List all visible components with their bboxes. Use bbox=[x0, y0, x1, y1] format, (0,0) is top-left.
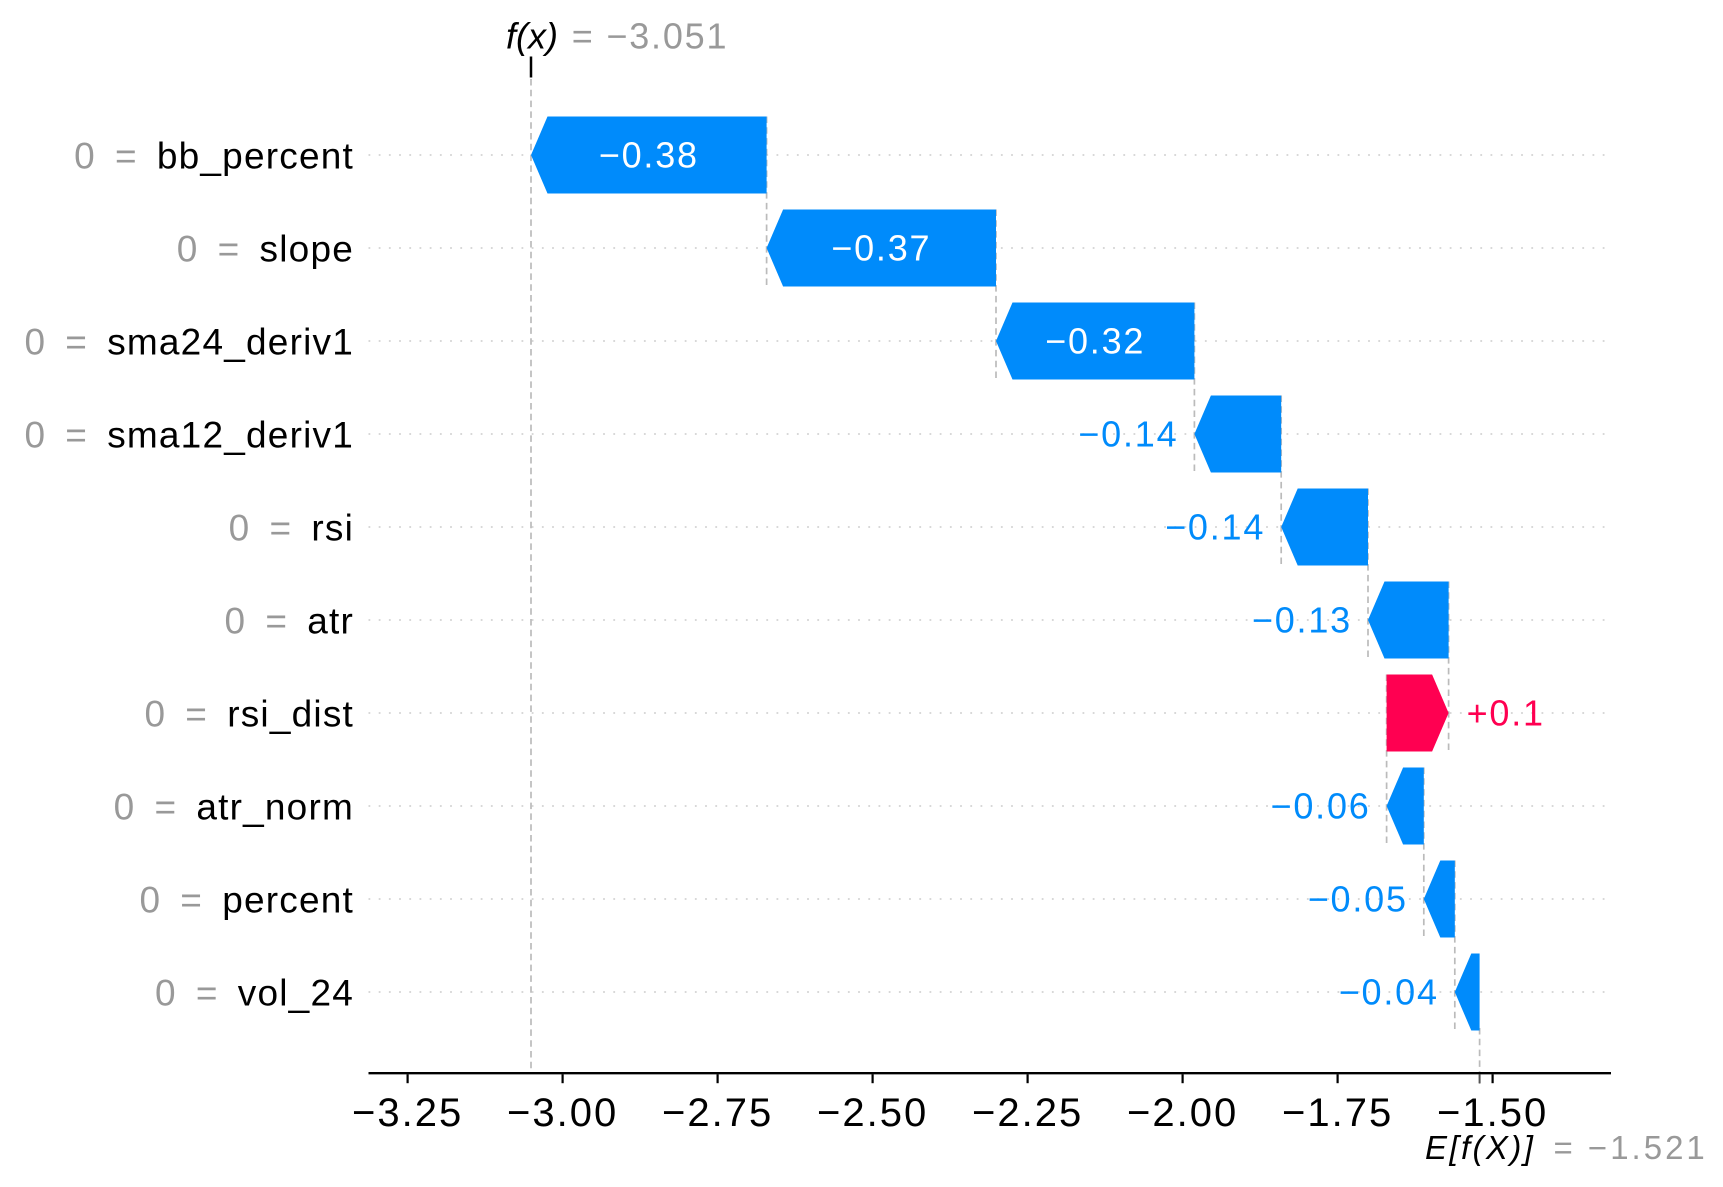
svg-text:0 = rsi_dist: 0 = rsi_dist bbox=[144, 694, 354, 735]
svg-text:0 = sma12_deriv1: 0 = sma12_deriv1 bbox=[24, 415, 354, 456]
svg-text:−2.25: −2.25 bbox=[972, 1091, 1083, 1135]
svg-text:0 = atr_norm: 0 = atr_norm bbox=[114, 787, 354, 828]
svg-text:0 = atr: 0 = atr bbox=[224, 601, 354, 642]
svg-text:−0.38: −0.38 bbox=[599, 135, 699, 176]
svg-text:−1.50: −1.50 bbox=[1437, 1091, 1548, 1135]
svg-text:0 = slope: 0 = slope bbox=[177, 229, 354, 270]
svg-text:0 = bb_percent: 0 = bb_percent bbox=[74, 136, 354, 177]
svg-text:−3.00: −3.00 bbox=[507, 1091, 618, 1135]
svg-text:−2.50: −2.50 bbox=[817, 1091, 928, 1135]
svg-text:E[f(X)] = −1.521: E[f(X)] = −1.521 bbox=[1425, 1129, 1708, 1166]
svg-text:−2.00: −2.00 bbox=[1127, 1091, 1238, 1135]
svg-text:−0.13: −0.13 bbox=[1252, 600, 1352, 641]
svg-text:f(x) = −3.051: f(x) = −3.051 bbox=[506, 16, 728, 57]
svg-text:0 = rsi: 0 = rsi bbox=[229, 508, 354, 549]
svg-text:−0.14: −0.14 bbox=[1165, 507, 1265, 548]
svg-text:−0.14: −0.14 bbox=[1078, 414, 1178, 455]
svg-text:0 = sma24_deriv1: 0 = sma24_deriv1 bbox=[24, 322, 354, 363]
svg-text:−0.04: −0.04 bbox=[1339, 972, 1439, 1013]
svg-text:−0.05: −0.05 bbox=[1308, 879, 1408, 920]
svg-text:−0.37: −0.37 bbox=[831, 228, 931, 269]
svg-text:−2.75: −2.75 bbox=[662, 1091, 773, 1135]
svg-text:0 = percent: 0 = percent bbox=[139, 880, 354, 921]
svg-text:−0.06: −0.06 bbox=[1271, 786, 1371, 827]
svg-text:0 = vol_24: 0 = vol_24 bbox=[155, 973, 354, 1014]
svg-text:−1.75: −1.75 bbox=[1282, 1091, 1393, 1135]
svg-text:+0.1: +0.1 bbox=[1467, 693, 1545, 734]
svg-text:−3.25: −3.25 bbox=[352, 1091, 463, 1135]
svg-text:−0.32: −0.32 bbox=[1045, 321, 1145, 362]
